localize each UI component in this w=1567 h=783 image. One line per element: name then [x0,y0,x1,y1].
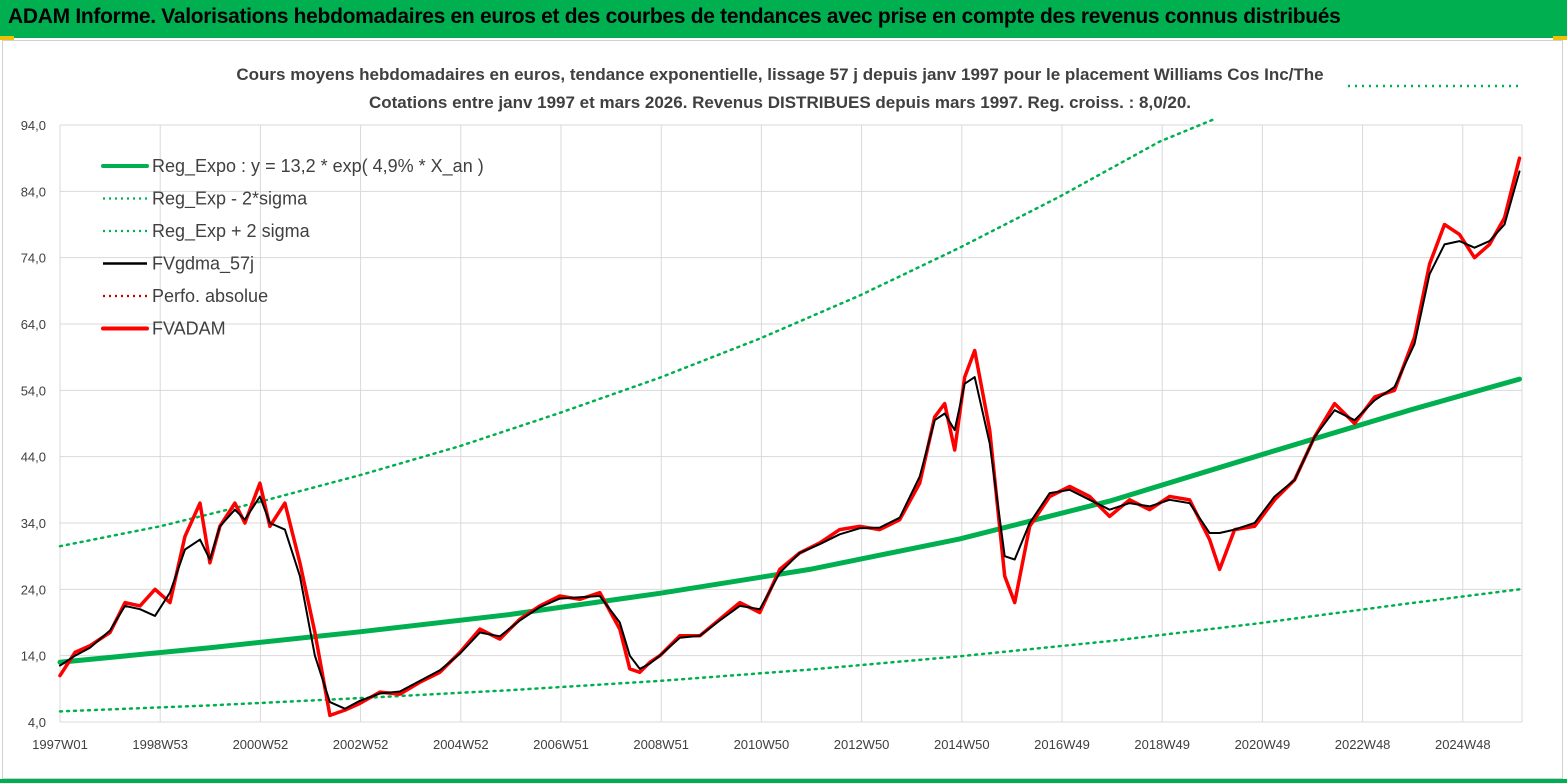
legend-label-low: Reg_Exp - 2*sigma [152,189,308,210]
series-fvgdma [59,170,1521,710]
x-tick-label: 1998W53 [132,737,188,752]
series-reg-low [58,588,1521,713]
legend-label-fvadam: FVADAM [152,319,226,339]
header-accent-left [0,36,14,40]
y-tick-label: 84,0 [21,184,46,199]
x-tick-label: 2022W48 [1335,737,1391,752]
chart-title-line1: Cours moyens hebdomadaires en euros, ten… [236,65,1323,84]
x-tick-label: 2000W52 [233,737,289,752]
x-tick-label: 2006W51 [533,737,589,752]
x-tick-label: 2016W49 [1034,737,1090,752]
x-axis: 1997W01 1998W53 2000W52 2002W52 2004W52 2006W… [32,737,1490,752]
y-tick-label: 74,0 [21,251,46,266]
y-tick-label: 94,0 [21,118,46,133]
chart-frame [2,40,1563,779]
legend-label-high: Reg_Exp + 2 sigma [152,221,311,242]
grid [59,124,1523,723]
y-axis: 4,0 14,0 24,0 34,0 44,0 54,0 64,0 74,0 84,0 94,0 [21,118,46,730]
page-title: ADAM Informe. Valorisations hebdomadaire… [8,5,1341,28]
series-reg-expo [57,376,1522,665]
y-tick-label: 24,0 [21,582,46,597]
y-tick-label: 34,0 [21,516,46,531]
legend-label-perfo: Perfo. absolue [152,286,268,306]
y-tick-label: 54,0 [21,383,46,398]
x-tick-label: 2014W50 [934,737,990,752]
series-reg-high [58,117,1216,548]
footer-bar [0,779,1567,783]
x-tick-label: 2004W52 [433,737,489,752]
x-tick-label: 2024W48 [1435,737,1491,752]
header-bar [0,0,1567,38]
x-tick-label: 2012W50 [834,737,890,752]
x-tick-label: 2020W49 [1235,737,1291,752]
y-tick-label: 44,0 [21,450,46,465]
y-tick-label: 64,0 [21,317,46,332]
y-tick-label: 4,0 [28,715,46,730]
x-tick-label: 1997W01 [32,737,88,752]
legend-label-reg: Reg_Expo : y = 13,2 * exp( 4,9% * X_an ) [152,156,484,177]
series-fvadam [58,156,1522,718]
legend-label-fvgdma: FVgdma_57j [152,254,254,275]
plot-area [57,84,1522,718]
chart-title-line2: Cotations entre janv 1997 et mars 2026. … [369,93,1191,112]
x-tick-label: 2010W50 [734,737,790,752]
legend: Reg_Expo : y = 13,2 * exp( 4,9% * X_an )… [101,156,484,339]
y-tick-label: 14,0 [21,649,46,664]
x-tick-label: 2008W51 [633,737,689,752]
header-accent-right [1553,36,1567,40]
x-tick-label: 2018W49 [1134,737,1190,752]
x-tick-label: 2002W52 [333,737,389,752]
